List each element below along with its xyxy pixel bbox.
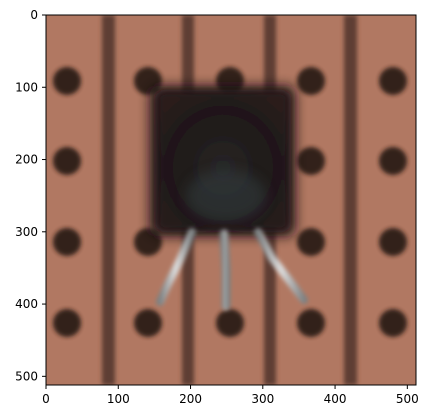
x-tick-label: 300	[251, 392, 274, 406]
component-leg	[254, 228, 308, 304]
y-tick-label: 300	[15, 225, 38, 239]
component-leg	[156, 228, 196, 306]
x-tick-label: 100	[107, 392, 130, 406]
y-tick-label: 200	[15, 153, 38, 167]
x-tick-label: 500	[396, 392, 419, 406]
y-tick-label: 500	[15, 369, 38, 383]
component-body	[150, 86, 295, 236]
y-tick-label: 100	[15, 80, 38, 94]
track-line	[344, 15, 357, 385]
hole	[53, 309, 81, 337]
track-line	[102, 15, 115, 385]
hole	[297, 147, 325, 175]
y-tick-label: 400	[15, 297, 38, 311]
hole	[216, 309, 244, 337]
hole	[379, 228, 407, 256]
component-legs	[156, 228, 308, 311]
hole	[297, 228, 325, 256]
hole	[53, 228, 81, 256]
hole	[297, 67, 325, 95]
image-area	[46, 15, 416, 385]
x-axis: 0 100 200 300 400 500	[42, 385, 419, 406]
hole	[53, 147, 81, 175]
y-tick-label: 0	[30, 8, 38, 22]
hole	[297, 309, 325, 337]
x-tick-label: 0	[42, 392, 50, 406]
hole	[379, 309, 407, 337]
holes	[53, 67, 407, 337]
axes-frame	[45, 14, 417, 386]
hole	[134, 309, 162, 337]
y-axis: 0 100 200 300 400 500	[15, 8, 46, 383]
x-tick-label: 400	[324, 392, 347, 406]
hole	[379, 67, 407, 95]
hole	[53, 67, 81, 95]
component-leg	[219, 229, 231, 311]
hole	[379, 147, 407, 175]
x-tick-label: 200	[179, 392, 202, 406]
